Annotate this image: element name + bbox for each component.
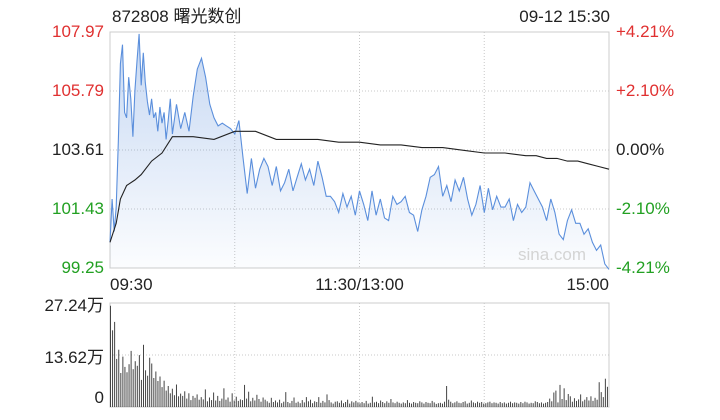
percent-tick-label: -2.10% <box>616 199 670 218</box>
price-tick-label: 103.61 <box>52 140 104 159</box>
price-line <box>109 33 610 270</box>
percent-tick-label: -4.21% <box>616 258 670 277</box>
price-tick-label: 107.97 <box>52 22 104 41</box>
stock-code-name: 872808 曙光数创 <box>112 7 242 26</box>
price-tick-label: 105.79 <box>52 81 104 100</box>
sina-watermark: sina.com <box>518 245 586 264</box>
price-panel: sina.com <box>109 31 610 270</box>
average-price-line <box>109 130 610 243</box>
time-tick-label: 09:30 <box>110 275 153 294</box>
volume-tick-label: 0 <box>94 388 104 407</box>
volume-panel <box>109 302 610 408</box>
date-time: 09-12 15:30 <box>519 7 610 26</box>
percent-tick-label: +4.21% <box>616 22 675 41</box>
percent-tick-label: +2.10% <box>616 81 675 100</box>
volume-tick-label: 27.24万 <box>44 296 104 315</box>
price-tick-label: 99.25 <box>61 258 104 277</box>
time-tick-label: 11:30/13:00 <box>315 275 404 294</box>
price-tick-label: 101.43 <box>52 199 104 218</box>
time-tick-label: 15:00 <box>566 275 609 294</box>
percent-tick-label: 0.00% <box>616 140 665 159</box>
price-area-fill <box>110 33 609 270</box>
volume-tick-label: 13.62万 <box>44 348 104 367</box>
